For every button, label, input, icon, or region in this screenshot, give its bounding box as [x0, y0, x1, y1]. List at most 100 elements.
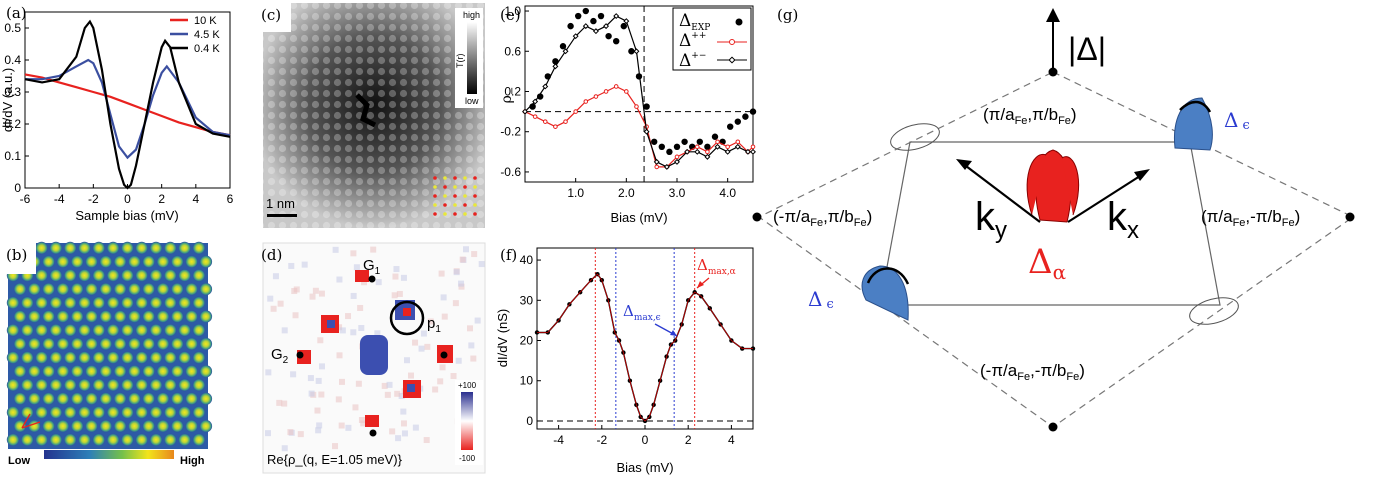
label-p1: p1: [427, 315, 441, 335]
noise-speck: [335, 396, 342, 403]
lattice-dot: [28, 310, 41, 323]
panel-d-caption: Re{ρ_(q, E=1.05 meV)}: [267, 452, 403, 467]
lattice-marker: [463, 176, 467, 180]
lattice-dot: [185, 365, 198, 378]
fit-line: [537, 273, 753, 422]
noise-speck: [418, 345, 425, 352]
lattice-dot: [49, 433, 63, 446]
point--exp: [742, 113, 749, 120]
panel-c-defect: [355, 93, 377, 128]
noise-speck: [374, 330, 381, 337]
lattice-dot: [63, 433, 77, 446]
lattice-dot: [121, 296, 134, 309]
point--: [725, 144, 730, 150]
lattice-dot: [149, 406, 163, 419]
lattice-dot: [49, 378, 63, 392]
lattice-marker: [433, 212, 437, 216]
lattice-dot: [171, 255, 184, 268]
lattice-dot: [78, 296, 91, 309]
lattice-dot: [113, 392, 127, 405]
xtick-label: 0: [124, 192, 131, 206]
lattice-dot: [106, 324, 120, 337]
noise-speck: [437, 378, 444, 385]
lattice-dot: [199, 310, 213, 323]
lattice-dot: [106, 378, 120, 392]
lattice-dot: [92, 269, 106, 282]
point--: [573, 109, 578, 114]
ytick-label: 1.0: [504, 4, 521, 18]
lattice-dot: [135, 351, 148, 364]
bz-point-top: [1048, 67, 1058, 77]
panel-b-axes-arrows: [21, 413, 41, 429]
lattice-dot: [171, 337, 184, 351]
noise-speck: [357, 304, 364, 311]
lattice-dot: [149, 351, 163, 364]
noise-speck: [458, 283, 465, 290]
lattice-dot: [92, 433, 106, 446]
lattice-dot: [85, 419, 98, 433]
lattice-dot: [192, 378, 206, 392]
lattice-dot: [113, 310, 127, 323]
lattice-marker: [453, 176, 457, 180]
noise-speck: [314, 407, 321, 414]
lattice-dot: [13, 419, 27, 433]
noise-speck: [292, 312, 299, 319]
noise-speck: [265, 430, 272, 437]
ytick-label: -0.2: [500, 125, 521, 139]
lattice-marker: [443, 194, 447, 198]
lattice-dot: [185, 255, 198, 268]
point--exp: [711, 133, 719, 140]
point--: [552, 63, 559, 70]
lattice-dot: [78, 269, 91, 282]
point--exp: [582, 7, 589, 15]
panel-a-xlabel: Sample bias (mV): [75, 208, 178, 223]
lattice-dot: [156, 365, 170, 378]
lattice-dot: [135, 296, 148, 309]
bz-point-right: [1345, 212, 1355, 222]
lattice-dot: [142, 337, 155, 351]
lattice-dot: [199, 392, 213, 405]
delta-alpha-label: Δα: [1028, 242, 1066, 284]
point--: [542, 83, 549, 90]
point--exp: [613, 38, 620, 45]
point--: [705, 149, 710, 155]
gap-epsilon-bottom-left: [861, 265, 910, 321]
lattice-dot: [199, 337, 213, 351]
ytick-label: 0.2: [504, 84, 521, 98]
legend-4-5k: 4.5 K: [194, 29, 220, 41]
lattice-dot: [178, 241, 191, 255]
point--: [592, 28, 599, 35]
panel-c-label: (c): [261, 6, 281, 24]
lattice-dot: [178, 324, 191, 337]
lattice-dot: [164, 433, 177, 446]
noise-speck: [361, 279, 368, 286]
lattice-dot: [21, 324, 34, 337]
noise-speck: [432, 386, 439, 393]
lattice-dot: [142, 392, 155, 405]
lattice-dot: [63, 241, 77, 255]
noise-speck: [386, 381, 393, 388]
noise-speck: [308, 390, 315, 397]
legend-0-4k: 0.4 K: [194, 43, 220, 55]
xtick-label: 4: [728, 433, 735, 447]
point--: [532, 98, 539, 105]
ytick-label: 0.2: [4, 117, 21, 131]
point--: [643, 128, 650, 135]
noise-speck: [316, 422, 323, 429]
lattice-dot: [28, 392, 41, 405]
panel-c-scalebar: [267, 214, 297, 217]
panel-e-frame: [524, 5, 754, 183]
noise-speck: [408, 372, 415, 379]
noise-speck: [462, 246, 469, 253]
noise-speck: [276, 399, 283, 406]
point--: [613, 13, 620, 20]
lattice-dot: [192, 296, 206, 309]
lattice-dot: [178, 378, 191, 392]
lattice-dot: [92, 351, 106, 364]
noise-speck: [412, 339, 419, 346]
lattice-dot: [56, 337, 70, 351]
lattice-dot: [149, 324, 163, 337]
noise-speck: [441, 313, 448, 320]
point--: [582, 23, 589, 30]
lattice-dot: [56, 392, 70, 405]
